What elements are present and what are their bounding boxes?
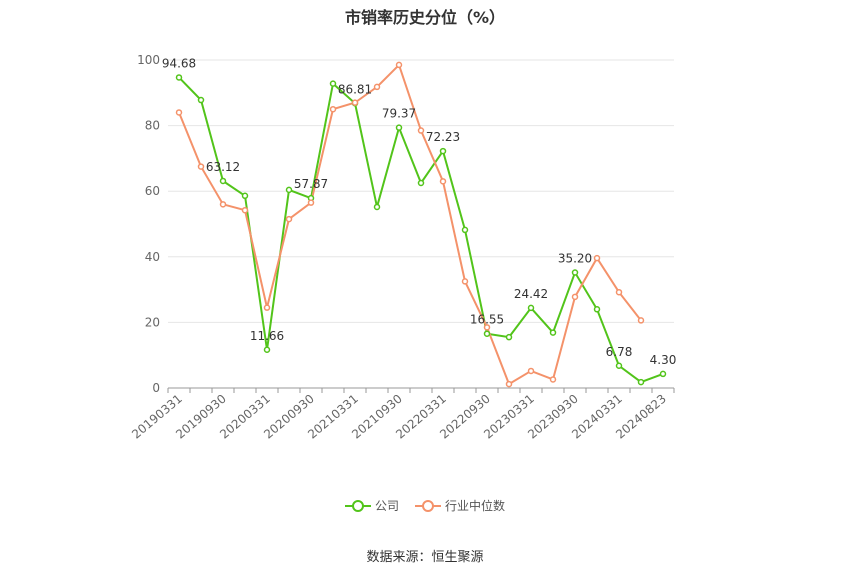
y-axis-ticks: 0 20 40 60 80 100 [137,53,160,395]
industry-data-point [307,199,315,206]
company-data-label: 4.30 [650,353,677,367]
company-data-label: 63.12 [206,160,240,174]
company-data-point [395,124,403,131]
chart-title: 市销率历史分位（%） [344,8,506,27]
industry-data-point [505,380,513,388]
industry-data-point [615,288,623,296]
y-tick-label: 100 [137,53,160,67]
company-data-label: 16.55 [470,313,504,327]
legend-item-industry[interactable]: 行业中位数 [415,497,505,514]
legend-industry-label: 行业中位数 [445,499,506,513]
company-data-point [373,203,381,211]
industry-data-point [373,83,381,91]
company-data-label: 86.81 [338,82,372,96]
industry-data-point [593,254,601,262]
industry-data-point [637,317,645,324]
company-data-point [285,186,293,194]
y-tick-label: 40 [145,250,160,264]
company-data-point [263,346,271,354]
company-data-label: 57.87 [294,177,328,191]
company-data-point [417,179,425,187]
company-data-point [461,226,469,234]
company-data-point [505,333,513,341]
company-data-point [593,306,601,313]
y-tick-label: 20 [145,315,160,329]
industry-data-point [285,215,293,223]
series-points [175,61,667,388]
company-data-point [615,362,623,370]
company-data-label: 11.66 [250,329,284,343]
y-tick-label: 0 [152,381,160,395]
legend-industry-icon [415,499,441,512]
x-axis-ticks: 2019033120190930202003312020093020210331… [129,392,669,442]
company-data-label: 94.68 [162,56,196,70]
industry-data-point [417,127,425,134]
data-labels: 94.68 63.12 11.66 57.87 86.81 79.37 72.23 16.55… [162,56,677,366]
legend-item-company[interactable]: 公司 [344,497,399,514]
legend-company-label: 公司 [374,499,399,513]
company-data-label: 35.20 [558,252,592,266]
industry-data-point [483,324,491,331]
company-data-label: 6.78 [606,345,633,359]
company-data-point [659,370,667,378]
gridlines [168,59,674,323]
y-tick-label: 60 [145,184,160,198]
company-data-point [439,147,447,155]
industry-series-line [178,63,642,386]
industry-data-point [527,367,535,375]
company-data-point [175,74,183,81]
axes [167,387,675,393]
company-data-point [549,329,557,336]
industry-data-point [219,201,227,208]
industry-data-point [351,99,359,106]
industry-data-point [329,105,337,113]
company-data-point [329,80,337,87]
industry-data-point [461,278,469,285]
company-data-label: 24.42 [514,287,548,301]
company-data-point [571,269,579,276]
industry-data-point [439,178,447,185]
industry-data-point [549,376,557,383]
company-data-point [527,304,535,312]
y-tick-label: 80 [145,119,160,133]
company-data-point [197,96,205,104]
industry-data-point [263,304,271,311]
source-note: 数据来源：恒生聚源 [366,550,484,565]
company-data-point [483,330,491,337]
industry-data-point [395,61,403,69]
industry-data-point [571,293,579,301]
company-data-point [637,378,645,386]
legend-company-icon [344,499,371,512]
company-data-label: 79.37 [382,107,416,121]
industry-data-point [197,163,205,170]
industry-data-point [175,109,183,116]
company-data-point [241,192,249,200]
company-data-point [219,177,227,185]
company-data-label: 72.23 [426,130,460,144]
legend: 公司 行业中位数 [0,497,850,514]
industry-data-point [241,206,249,214]
